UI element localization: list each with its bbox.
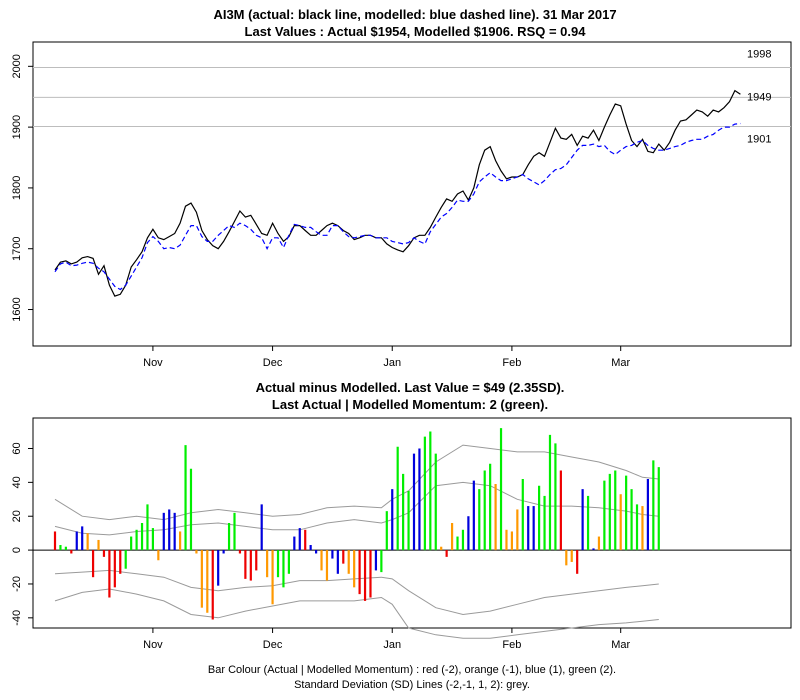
bottom-y-axis: -40 -20 0 20 40 60 — [11, 442, 33, 626]
bottom-chart-title: Actual minus Modelled. Last Value = $49 … — [256, 380, 565, 395]
x-tick-label-Jan: Jan — [383, 357, 401, 369]
top-plot-frame — [32, 41, 792, 347]
bars-group — [33, 428, 791, 620]
y-tick-label--20: -20 — [11, 576, 23, 592]
x-tick-label-Jan: Jan — [383, 639, 401, 651]
x-tick-label-Feb: Feb — [502, 357, 521, 369]
y-tick-label-20: 20 — [11, 510, 23, 522]
top-series-group — [54, 89, 741, 297]
footer-color-legend: Bar Colour (Actual | Modelled Momentum) … — [208, 664, 616, 676]
top-chart-title: AI3M (actual: black line, modelled: blue… — [213, 7, 616, 22]
top-x-axis: Nov Dec Jan Feb Mar — [143, 346, 631, 369]
reference-label-1901: 1901 — [747, 134, 771, 146]
y-tick-label-1600: 1600 — [11, 297, 23, 321]
bottom-x-axis: Nov Dec Jan Feb Mar — [143, 628, 631, 651]
y-tick-label-0: 0 — [11, 547, 23, 553]
x-tick-label-Nov: Nov — [143, 639, 163, 651]
reference-label-1949: 1949 — [747, 91, 771, 103]
top-chart-subtitle: Last Values : Actual $1954, Modelled $19… — [245, 24, 587, 39]
y-tick-label-1900: 1900 — [11, 115, 23, 139]
footer-sd-legend: Standard Deviation (SD) Lines (-2,-1, 1,… — [294, 679, 530, 691]
x-tick-label-Mar: Mar — [611, 639, 630, 651]
y-tick-label-60: 60 — [11, 442, 23, 454]
sd-line-2 — [54, 481, 659, 536]
x-tick-label-Dec: Dec — [263, 357, 283, 369]
bottom-plot-frame — [32, 417, 792, 629]
reference-label-1998: 1998 — [747, 49, 771, 61]
sd-line-4 — [54, 588, 659, 639]
x-tick-label-Mar: Mar — [611, 357, 630, 369]
y-tick-label-40: 40 — [11, 476, 23, 488]
top-y-axis: 1600 1700 1800 1900 2000 — [11, 54, 33, 322]
y-tick-label-1700: 1700 — [11, 236, 23, 260]
modelled-series-line — [54, 122, 741, 291]
sd-line-3 — [54, 569, 659, 616]
y-tick-label--40: -40 — [11, 610, 23, 626]
x-tick-label-Dec: Dec — [263, 639, 283, 651]
actual-series-line — [54, 89, 741, 297]
x-tick-label-Feb: Feb — [502, 639, 521, 651]
x-tick-label-Nov: Nov — [143, 357, 163, 369]
y-tick-label-1800: 1800 — [11, 176, 23, 200]
bottom-chart-subtitle: Last Actual | Modelled Momentum: 2 (gree… — [272, 397, 548, 412]
y-tick-label-2000: 2000 — [11, 54, 23, 78]
sd-lines-group — [54, 444, 659, 639]
sd-line-1 — [54, 444, 659, 521]
top-reference-lines: 1998 1949 1901 — [33, 49, 791, 146]
